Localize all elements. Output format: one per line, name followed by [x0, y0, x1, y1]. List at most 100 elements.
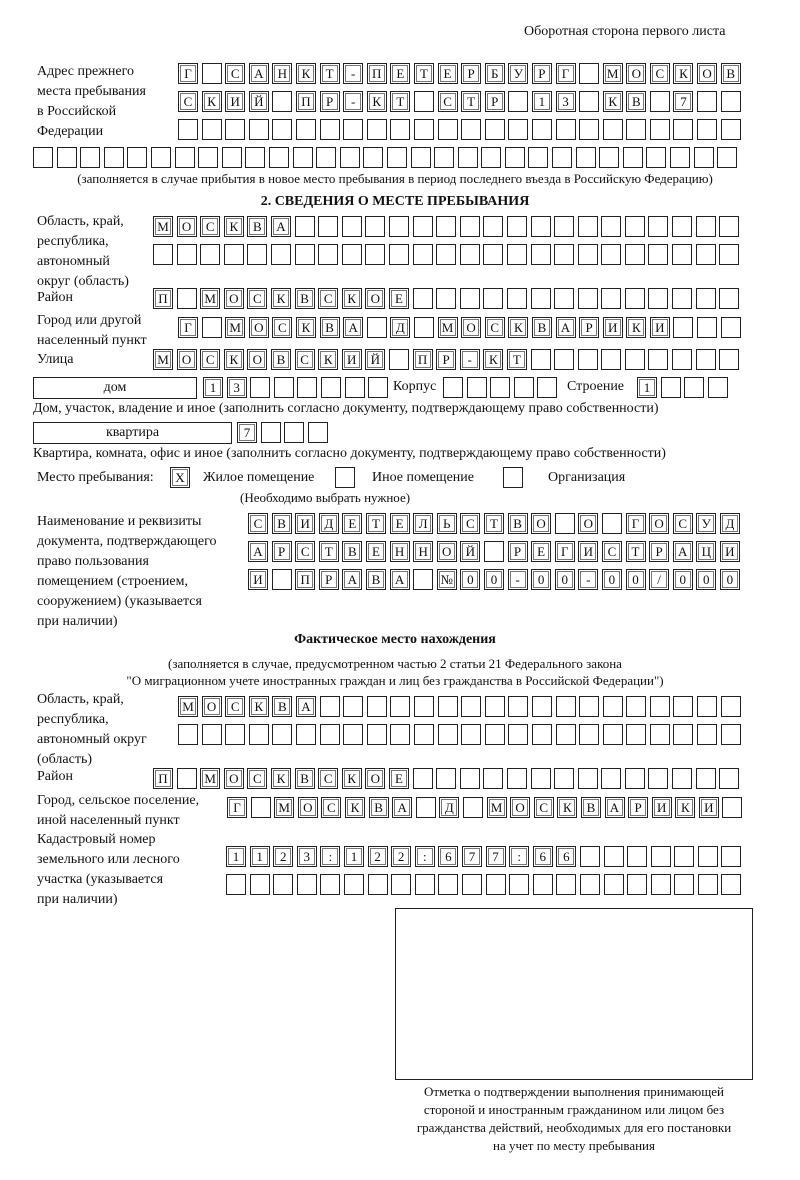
- char-cell[interactable]: [624, 349, 645, 370]
- char-cell[interactable]: [695, 244, 716, 265]
- char-cell[interactable]: С: [272, 317, 293, 338]
- char-cell[interactable]: 0: [719, 569, 740, 590]
- char-cell[interactable]: К: [223, 216, 244, 237]
- char-cell[interactable]: М: [225, 317, 246, 338]
- char-cell[interactable]: 0: [696, 569, 717, 590]
- char-cell[interactable]: В: [531, 317, 552, 338]
- char-cell[interactable]: [532, 874, 553, 895]
- char-cell[interactable]: О: [461, 317, 482, 338]
- char-cell[interactable]: Ь: [436, 513, 457, 534]
- char-cell[interactable]: О: [248, 317, 269, 338]
- char-cell[interactable]: К: [341, 768, 362, 789]
- char-cell[interactable]: [684, 377, 705, 398]
- char-cell[interactable]: [720, 696, 741, 717]
- char-cell[interactable]: В: [271, 513, 292, 534]
- char-cell[interactable]: В: [319, 317, 340, 338]
- char-cell[interactable]: [506, 768, 527, 789]
- char-cell[interactable]: [201, 724, 222, 745]
- char-cell[interactable]: А: [555, 317, 576, 338]
- char-cell[interactable]: [537, 377, 558, 398]
- char-cell[interactable]: [390, 696, 411, 717]
- char-cell[interactable]: [366, 724, 387, 745]
- char-cell[interactable]: [697, 846, 718, 867]
- cadastral-row-2[interactable]: [226, 874, 745, 895]
- char-cell[interactable]: И: [341, 349, 362, 370]
- char-cell[interactable]: [579, 63, 600, 84]
- char-cell[interactable]: И: [225, 91, 246, 112]
- char-cell[interactable]: [223, 244, 244, 265]
- char-cell[interactable]: О: [510, 797, 531, 818]
- char-cell[interactable]: 1: [637, 377, 657, 398]
- char-cell[interactable]: Т: [413, 63, 434, 84]
- char-cell[interactable]: [601, 216, 622, 237]
- char-cell[interactable]: [649, 724, 670, 745]
- char-cell[interactable]: [412, 768, 433, 789]
- char-cell[interactable]: С: [295, 541, 316, 562]
- checkbox[interactable]: [335, 467, 355, 488]
- char-cell[interactable]: 3: [226, 377, 247, 398]
- char-cell[interactable]: Й: [460, 541, 481, 562]
- char-cell[interactable]: [368, 377, 389, 398]
- char-cell[interactable]: [461, 724, 482, 745]
- char-cell[interactable]: [250, 377, 271, 398]
- char-cell[interactable]: [457, 147, 478, 168]
- char-cell[interactable]: П: [295, 91, 316, 112]
- char-cell[interactable]: [697, 724, 718, 745]
- char-cell[interactable]: [601, 244, 622, 265]
- char-cell[interactable]: О: [697, 63, 718, 84]
- char-cell[interactable]: [295, 724, 316, 745]
- char-cell[interactable]: С: [318, 768, 339, 789]
- char-cell[interactable]: Й: [248, 91, 269, 112]
- char-cell[interactable]: [150, 147, 171, 168]
- char-cell[interactable]: [672, 216, 693, 237]
- char-cell[interactable]: [649, 119, 670, 140]
- actual-region-row-2[interactable]: [178, 724, 744, 745]
- char-cell[interactable]: [284, 422, 305, 443]
- char-cell[interactable]: С: [247, 288, 268, 309]
- char-cell[interactable]: [176, 768, 197, 789]
- char-cell[interactable]: И: [602, 317, 623, 338]
- char-cell[interactable]: [176, 288, 197, 309]
- char-cell[interactable]: [646, 147, 667, 168]
- char-cell[interactable]: [363, 147, 384, 168]
- char-cell[interactable]: О: [247, 349, 268, 370]
- char-cell[interactable]: [530, 288, 551, 309]
- char-cell[interactable]: 1: [249, 846, 270, 867]
- char-cell[interactable]: [719, 768, 740, 789]
- char-cell[interactable]: [509, 874, 530, 895]
- char-cell[interactable]: [296, 874, 317, 895]
- char-cell[interactable]: 0: [601, 569, 622, 590]
- char-cell[interactable]: [415, 797, 436, 818]
- char-cell[interactable]: [56, 147, 77, 168]
- char-cell[interactable]: А: [270, 216, 291, 237]
- char-cell[interactable]: [554, 768, 575, 789]
- char-cell[interactable]: 6: [556, 846, 577, 867]
- char-cell[interactable]: 1: [343, 846, 364, 867]
- char-cell[interactable]: [721, 874, 742, 895]
- char-cell[interactable]: 6: [532, 846, 553, 867]
- char-cell[interactable]: К: [366, 91, 387, 112]
- char-cell[interactable]: [268, 147, 289, 168]
- char-cell[interactable]: [461, 874, 482, 895]
- char-cell[interactable]: Д: [719, 513, 740, 534]
- char-cell[interactable]: И: [248, 569, 268, 590]
- char-cell[interactable]: Т: [318, 541, 339, 562]
- char-cell[interactable]: [413, 91, 434, 112]
- char-cell[interactable]: [484, 724, 505, 745]
- char-cell[interactable]: В: [368, 797, 389, 818]
- char-cell[interactable]: [80, 147, 101, 168]
- char-cell[interactable]: [484, 696, 505, 717]
- char-cell[interactable]: [508, 696, 529, 717]
- char-cell[interactable]: 0: [531, 569, 552, 590]
- char-cell[interactable]: [388, 216, 409, 237]
- char-cell[interactable]: [673, 724, 694, 745]
- char-cell[interactable]: [127, 147, 148, 168]
- char-cell[interactable]: А: [342, 569, 363, 590]
- char-cell[interactable]: В: [720, 63, 741, 84]
- char-cell[interactable]: К: [602, 91, 623, 112]
- char-cell[interactable]: [459, 244, 480, 265]
- char-cell[interactable]: И: [651, 797, 672, 818]
